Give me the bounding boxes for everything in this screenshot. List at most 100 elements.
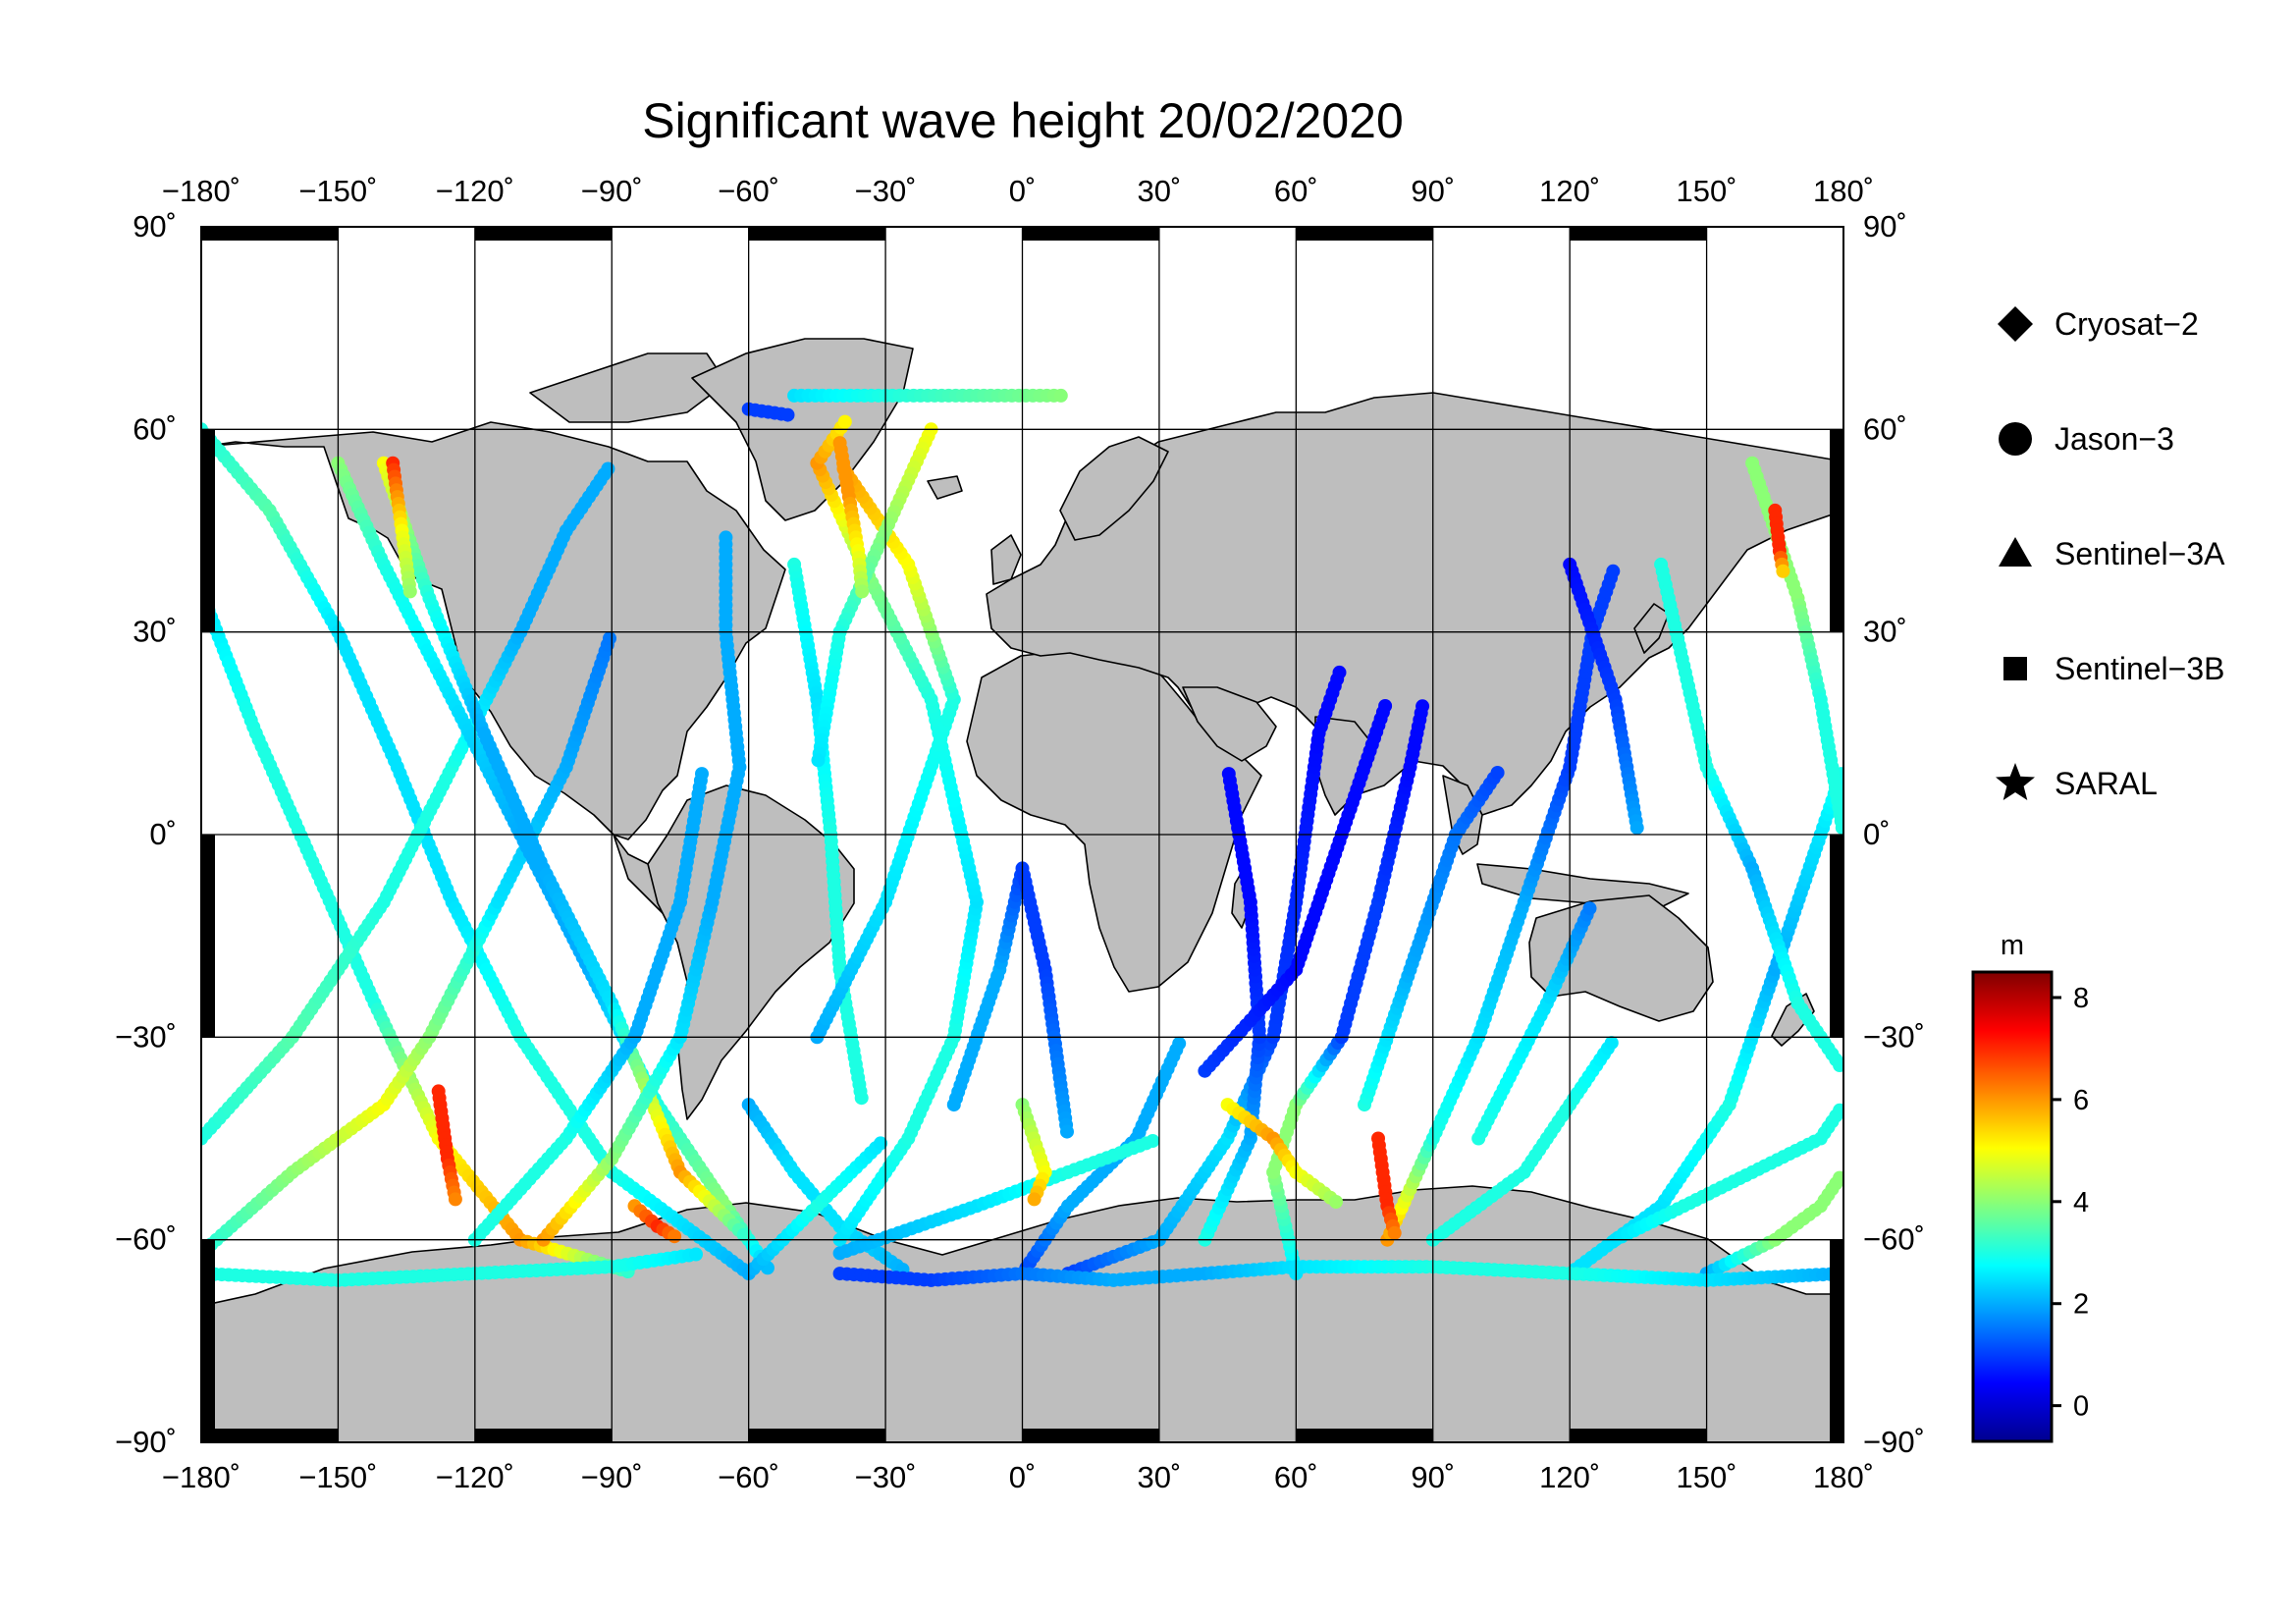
lon-tick-label: −150˚ xyxy=(298,1460,377,1494)
lon-tick-label: 120˚ xyxy=(1539,1460,1600,1494)
lon-tick-label: 180˚ xyxy=(1813,174,1874,208)
track-point xyxy=(603,631,616,646)
lat-tick-label: 60˚ xyxy=(133,411,177,446)
track-point xyxy=(1329,1195,1343,1209)
track-point xyxy=(719,530,733,545)
track-point xyxy=(1060,1124,1074,1139)
lat-tick-label: 30˚ xyxy=(133,615,177,649)
track-point xyxy=(1835,821,1843,836)
lat-tick-label: 90˚ xyxy=(1863,209,1907,243)
lat-tick-label: −60˚ xyxy=(115,1222,177,1257)
lat-tick-label: −30˚ xyxy=(115,1019,177,1054)
track-point xyxy=(1490,766,1505,780)
lon-tick-label: 120˚ xyxy=(1539,174,1600,208)
star-icon xyxy=(1996,763,2035,800)
lon-tick-label: −60˚ xyxy=(718,1460,779,1494)
lon-tick-label: −150˚ xyxy=(298,174,377,208)
axis-tick-labels: −180˚ −180˚ −150˚ −150˚ −120˚ −120˚ −90˚ −90˚ −6… xyxy=(115,174,1925,1494)
map-frame-bars xyxy=(201,227,1843,1442)
track-point xyxy=(736,1227,751,1242)
frame-bar xyxy=(1296,1429,1433,1442)
map-title: Significant wave height 20/02/2020 xyxy=(642,93,1404,148)
track-point xyxy=(667,1229,682,1244)
track-point xyxy=(1378,699,1393,713)
track-point xyxy=(1027,1192,1041,1207)
track-point xyxy=(1606,564,1621,578)
track-point xyxy=(1629,821,1644,836)
satellite-tracks-layer xyxy=(201,388,1843,1287)
lon-tick-label: −60˚ xyxy=(718,174,779,208)
uk xyxy=(990,534,1022,585)
triangle-icon xyxy=(1999,537,2032,567)
scandinavia xyxy=(1059,436,1169,541)
lon-tick-label: −90˚ xyxy=(581,174,643,208)
track-point xyxy=(1387,1225,1402,1240)
africa xyxy=(966,647,1262,993)
frame-bar xyxy=(201,429,215,632)
lon-tick-label: −120˚ xyxy=(436,1460,514,1494)
colorbar-tick-label: 8 xyxy=(2073,983,2089,1014)
legend-label: Sentinel−3A xyxy=(2055,536,2225,571)
frame-bar xyxy=(201,835,215,1038)
track-point xyxy=(1833,1103,1843,1117)
lon-tick-label: 180˚ xyxy=(1813,1460,1874,1494)
lon-tick-label: −180˚ xyxy=(162,1460,240,1494)
frame-bar xyxy=(1022,227,1159,241)
lon-tick-label: 60˚ xyxy=(1274,1460,1318,1494)
lon-tick-label: −90˚ xyxy=(581,1460,643,1494)
square-icon xyxy=(2003,657,2027,680)
track-point xyxy=(1776,564,1790,578)
lon-tick-label: −180˚ xyxy=(162,174,240,208)
track-point xyxy=(1221,767,1236,782)
track-point xyxy=(695,767,709,782)
frame-bar xyxy=(201,1239,215,1442)
track-point xyxy=(1146,1134,1160,1148)
lon-tick-label: 0˚ xyxy=(1009,174,1037,208)
lon-tick-label: 90˚ xyxy=(1411,1460,1455,1494)
track-point xyxy=(1053,388,1068,403)
colorbar-unit: m xyxy=(2001,930,2024,961)
colorbar-tick-label: 4 xyxy=(2073,1187,2089,1218)
track-point xyxy=(1604,1036,1619,1051)
track-point xyxy=(1415,699,1430,714)
track-point xyxy=(1833,1058,1843,1072)
colorbar-tick-label: 6 xyxy=(2073,1085,2089,1116)
frame-bar xyxy=(1022,1429,1159,1442)
legend-label: SARAL xyxy=(2055,766,2158,801)
lon-tick-label: 150˚ xyxy=(1677,1460,1737,1494)
frame-bar xyxy=(201,1429,339,1442)
track-point xyxy=(855,584,870,599)
legend-label: Cryosat−2 xyxy=(2055,306,2199,342)
track-point xyxy=(811,753,826,768)
frame-bar xyxy=(1830,429,1843,632)
lon-tick-label: 150˚ xyxy=(1677,174,1737,208)
colorbar-tick-label: 0 xyxy=(2073,1391,2089,1423)
legend-label: Sentinel−3B xyxy=(2055,651,2224,686)
arabia xyxy=(1182,686,1277,762)
lat-tick-label: −90˚ xyxy=(115,1425,177,1459)
track-point xyxy=(874,1136,888,1151)
frame-bar xyxy=(474,1429,613,1442)
frame-bar xyxy=(748,227,886,241)
frame-bar xyxy=(1570,1429,1707,1442)
track-point xyxy=(1172,1036,1187,1051)
track-point xyxy=(689,1247,703,1262)
frame-bar xyxy=(1830,1239,1843,1442)
lon-tick-label: 60˚ xyxy=(1274,174,1318,208)
frame-bar xyxy=(474,227,613,241)
track-point xyxy=(402,584,417,599)
lon-tick-label: −30˚ xyxy=(855,174,917,208)
legend-label: Jason−3 xyxy=(2055,421,2174,457)
lat-tick-label: 90˚ xyxy=(133,209,177,243)
frame-bar xyxy=(1296,227,1433,241)
satellite-legend: Cryosat−2 Jason−3 Sentinel−3A Sentinel−3B SA… xyxy=(1996,306,2225,801)
lat-tick-label: −60˚ xyxy=(1863,1222,1925,1257)
lon-tick-label: 30˚ xyxy=(1138,174,1182,208)
track-point xyxy=(1582,901,1597,916)
frame-bar xyxy=(201,227,339,241)
colorbar: m 0 2 4 6 8 xyxy=(1971,930,2089,1443)
frame-bar xyxy=(1570,227,1707,241)
lon-tick-label: 0˚ xyxy=(1009,1460,1037,1494)
lat-tick-label: 30˚ xyxy=(1863,615,1907,649)
